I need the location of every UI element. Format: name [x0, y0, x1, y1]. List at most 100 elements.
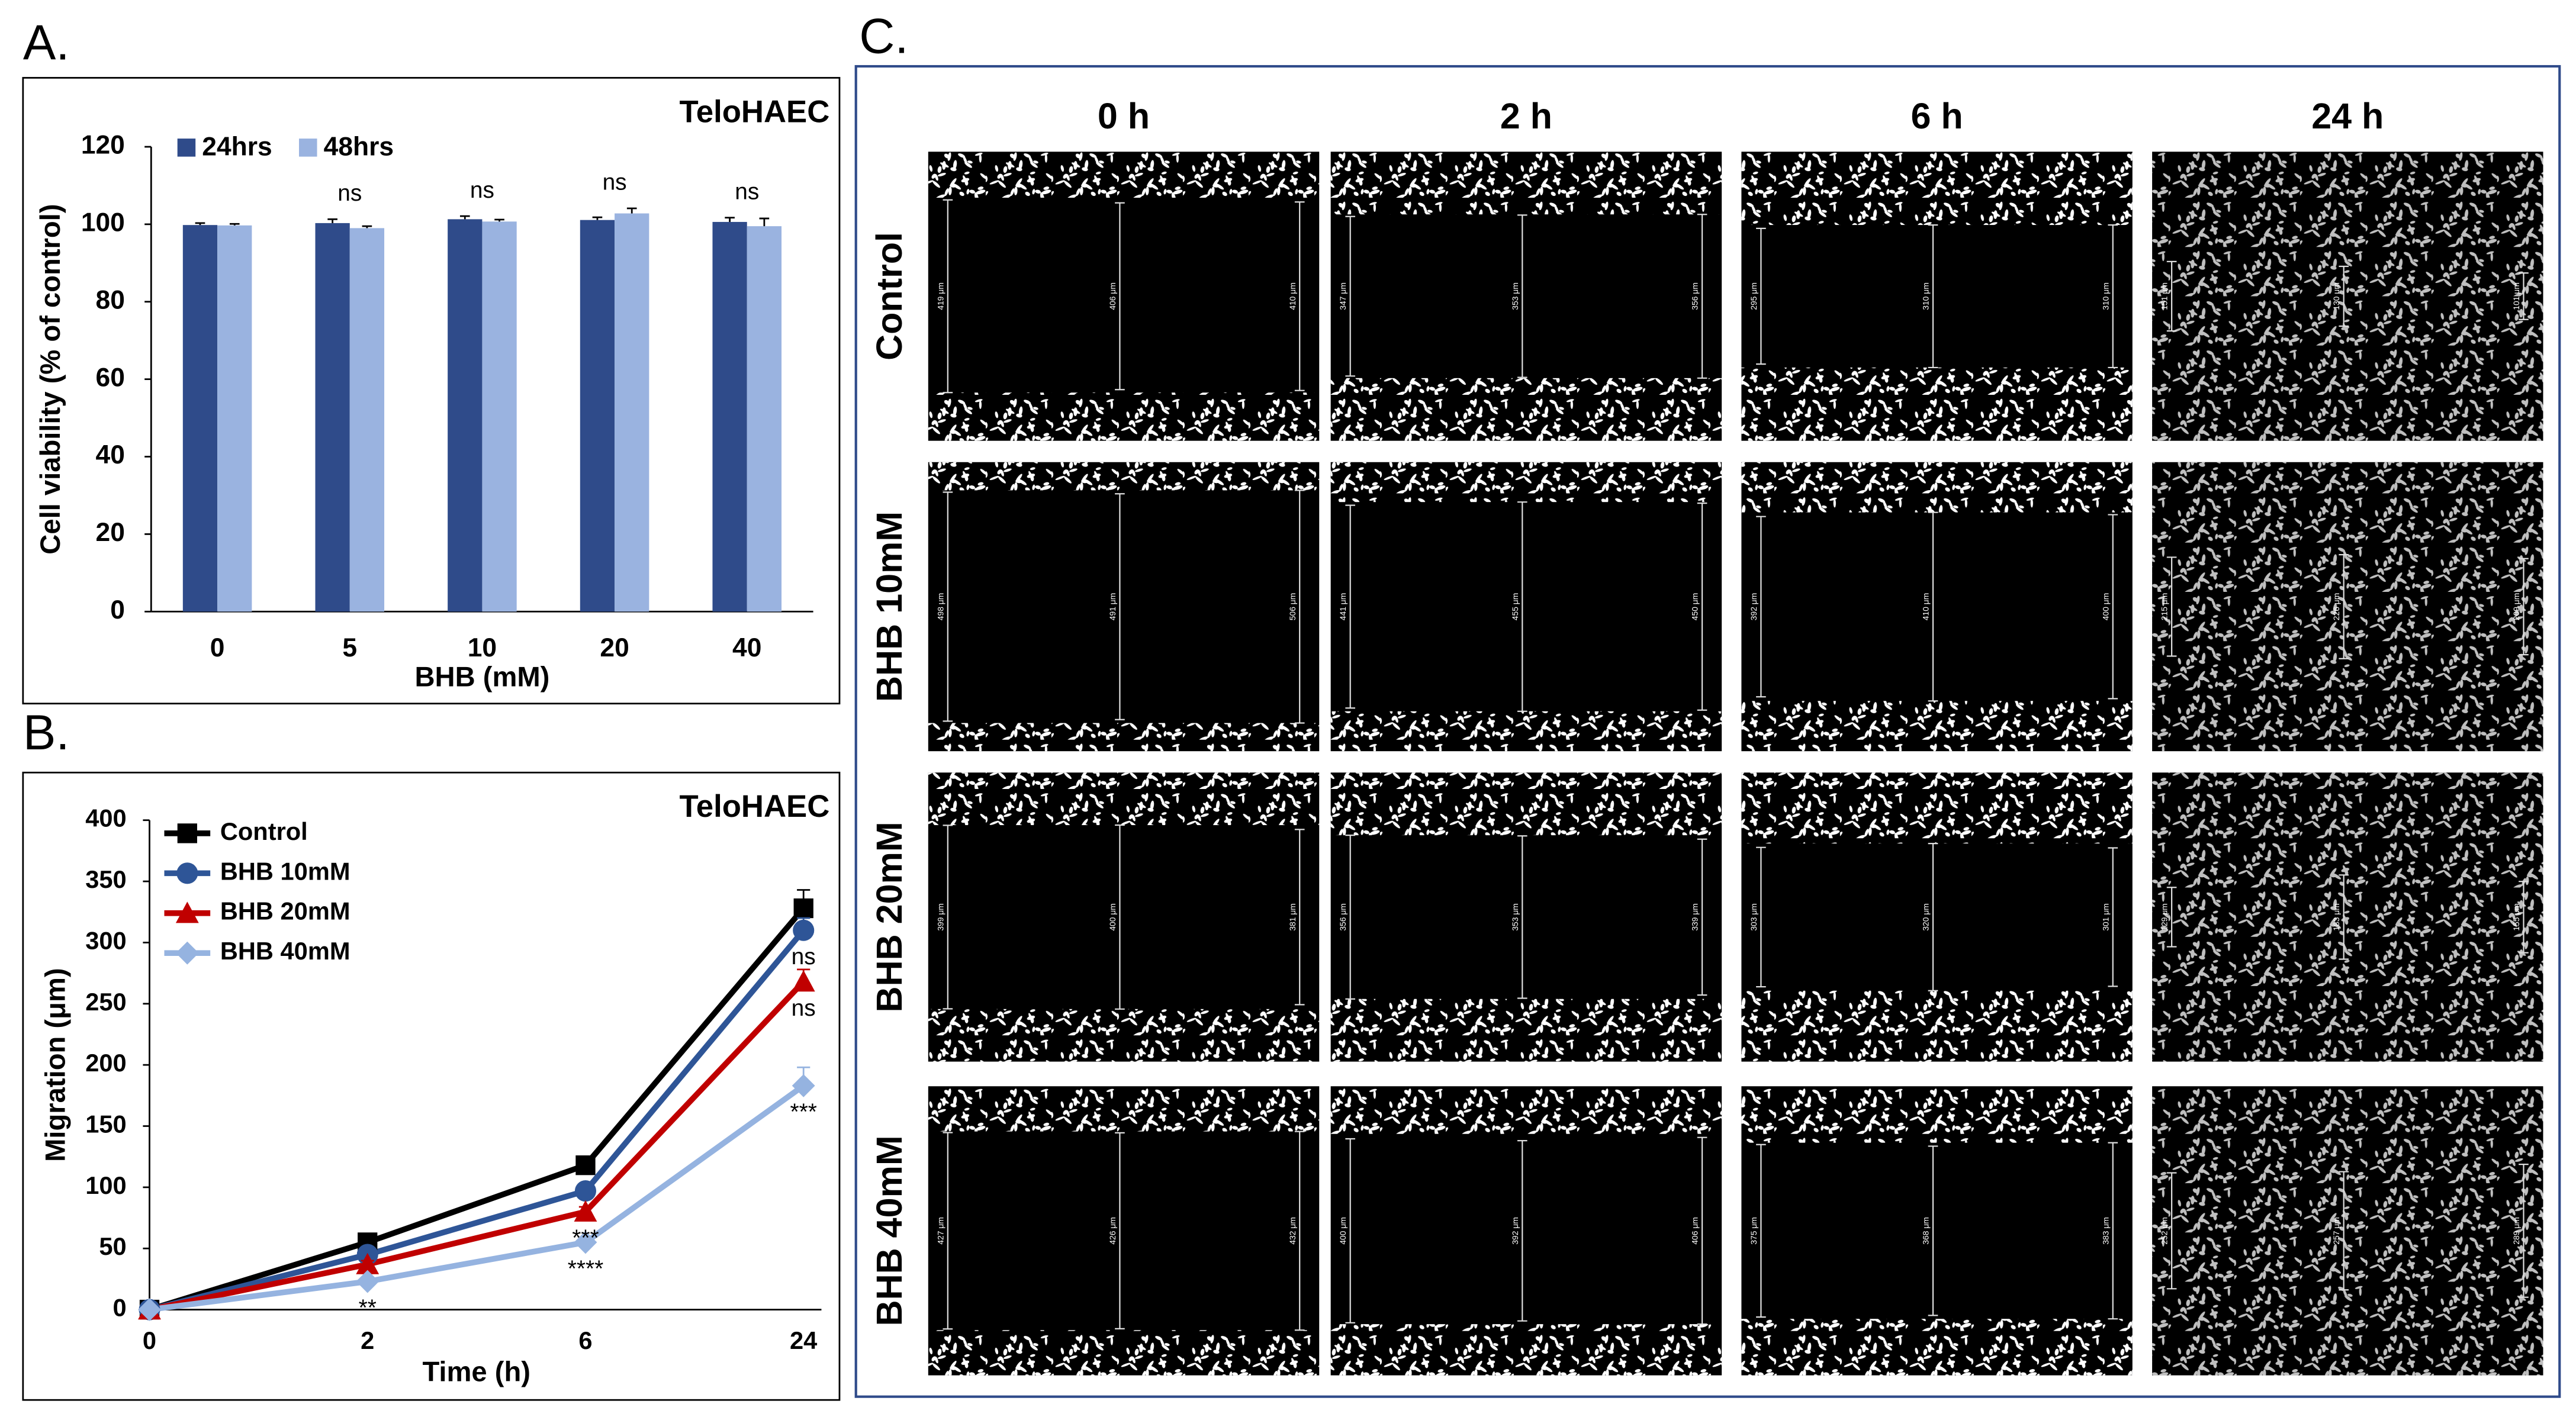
gap-measure	[1115, 1132, 1125, 1330]
marker	[793, 898, 813, 919]
gap-measure	[1697, 1136, 1707, 1325]
gap-label: 209 μm	[2511, 593, 2521, 621]
annotation: ns	[792, 944, 816, 970]
y-tick-label: 80	[96, 285, 125, 314]
gap-measure	[943, 1132, 953, 1330]
error-bar	[229, 223, 240, 226]
legend-swatch	[177, 139, 196, 157]
line	[149, 928, 806, 1313]
gap-label: 406 μm	[1108, 282, 1117, 310]
legend-label: BHB 40mM	[220, 937, 350, 965]
gap-measure	[1115, 824, 1125, 1010]
gap-label: 368 μm	[1921, 1217, 1931, 1245]
gap-label: 289 μm	[2511, 1217, 2521, 1245]
gap-measure	[1345, 1138, 1355, 1323]
gap-label: 320 μm	[1921, 903, 1931, 931]
y-tick-label: 150	[85, 1110, 126, 1138]
panel-a-frame	[22, 77, 841, 705]
gap-measure	[2339, 874, 2349, 960]
micrograph	[928, 1086, 1320, 1376]
gap-measure	[1756, 227, 1766, 365]
legend-label: BHB 10mM	[220, 857, 350, 885]
legend-label: 48hrs	[324, 132, 394, 161]
y-axis-label: Cell viability (% of control)	[34, 204, 66, 555]
column-header: 24 h	[2311, 96, 2384, 136]
micrograph	[1741, 462, 2133, 752]
gap-label: 129 μm	[2160, 903, 2169, 931]
gap-measure	[2108, 847, 2118, 987]
annotation: ***	[572, 1226, 599, 1251]
gap-measure	[2519, 558, 2529, 656]
gap-label: 392 μm	[1510, 1217, 1520, 1245]
bar	[217, 225, 252, 612]
gap-label: 356 μm	[1338, 903, 1348, 931]
x-tick-label: 40	[732, 633, 761, 662]
gap-label: 356 μm	[1690, 282, 1700, 310]
error-bar	[327, 218, 337, 223]
y-tick-label: 120	[81, 131, 125, 160]
bar	[182, 225, 218, 612]
gap-label: 400 μm	[2101, 593, 2110, 621]
y-tick-label: 250	[85, 988, 126, 1016]
gap-measure	[2519, 272, 2529, 320]
micrograph	[928, 152, 1320, 441]
micrograph	[2152, 462, 2543, 752]
gap-label: 215 μm	[2160, 593, 2169, 621]
legend-label: BHB 20mM	[220, 897, 350, 925]
gap-label: 383 μm	[2101, 1217, 2110, 1245]
gap-measure	[2108, 224, 2118, 369]
error-bar	[592, 216, 603, 220]
y-axis-label: Migration (μm)	[40, 968, 71, 1161]
panel-b-frame	[22, 771, 841, 1401]
micrograph	[928, 772, 1320, 1062]
gap-label: 399 μm	[935, 903, 945, 931]
panel-label: B.	[23, 705, 70, 760]
column-header: 6 h	[1911, 96, 1963, 136]
gap-label: 392 μm	[1749, 593, 1758, 621]
error-bar	[362, 225, 372, 228]
gap-measure	[1517, 1140, 1527, 1322]
marker	[793, 919, 815, 941]
y-tick-label: 300	[85, 926, 126, 954]
gap-measure	[1756, 1144, 1766, 1318]
gap-measure	[1697, 214, 1707, 379]
gap-measure	[2519, 1164, 2529, 1298]
gap-label: 450 μm	[1690, 593, 1700, 621]
gap-measure	[2339, 265, 2349, 327]
gap-measure	[2166, 887, 2177, 948]
x-tick-label: 5	[342, 633, 357, 662]
gap-measure	[1517, 214, 1527, 378]
marker	[574, 1200, 597, 1222]
annotation: ns	[337, 181, 362, 206]
gap-label: 226 μm	[2331, 593, 2341, 621]
gap-measure	[2108, 1142, 2118, 1320]
gap-label: 252 μm	[2160, 1217, 2169, 1245]
bar	[580, 220, 615, 612]
y-tick-label: 200	[85, 1049, 126, 1077]
error-bar	[459, 215, 470, 220]
legend-entry: BHB 40mM	[164, 937, 350, 965]
gap-measure	[1345, 834, 1355, 1000]
panel-label: A.	[23, 15, 70, 70]
x-tick-label: 10	[468, 633, 497, 662]
legend-label: Control	[220, 817, 308, 845]
gap-measure	[1294, 829, 1305, 1006]
x-axis-label: Time (h)	[422, 1355, 530, 1387]
bar	[482, 221, 517, 612]
legend-entry: BHB 10mM	[164, 857, 350, 885]
legend-entry: BHB 20mM	[164, 897, 350, 925]
micrograph	[1741, 1086, 2133, 1376]
gap-label: 406 μm	[1690, 1217, 1700, 1245]
gap-label: 183 μm	[2331, 903, 2341, 931]
gap-label: 130 μm	[2331, 282, 2341, 310]
annotation: ns	[792, 996, 816, 1021]
gap-label: 295 μm	[1749, 282, 1758, 310]
x-tick-label: 2	[361, 1326, 374, 1354]
column-header: 0 h	[1098, 96, 1150, 136]
gap-measure	[1517, 835, 1527, 999]
bar	[747, 226, 782, 612]
legend-entry: Control	[164, 817, 308, 845]
x-axis-label: BHB (mM)	[414, 661, 549, 693]
column-header: 2 h	[1500, 96, 1552, 136]
